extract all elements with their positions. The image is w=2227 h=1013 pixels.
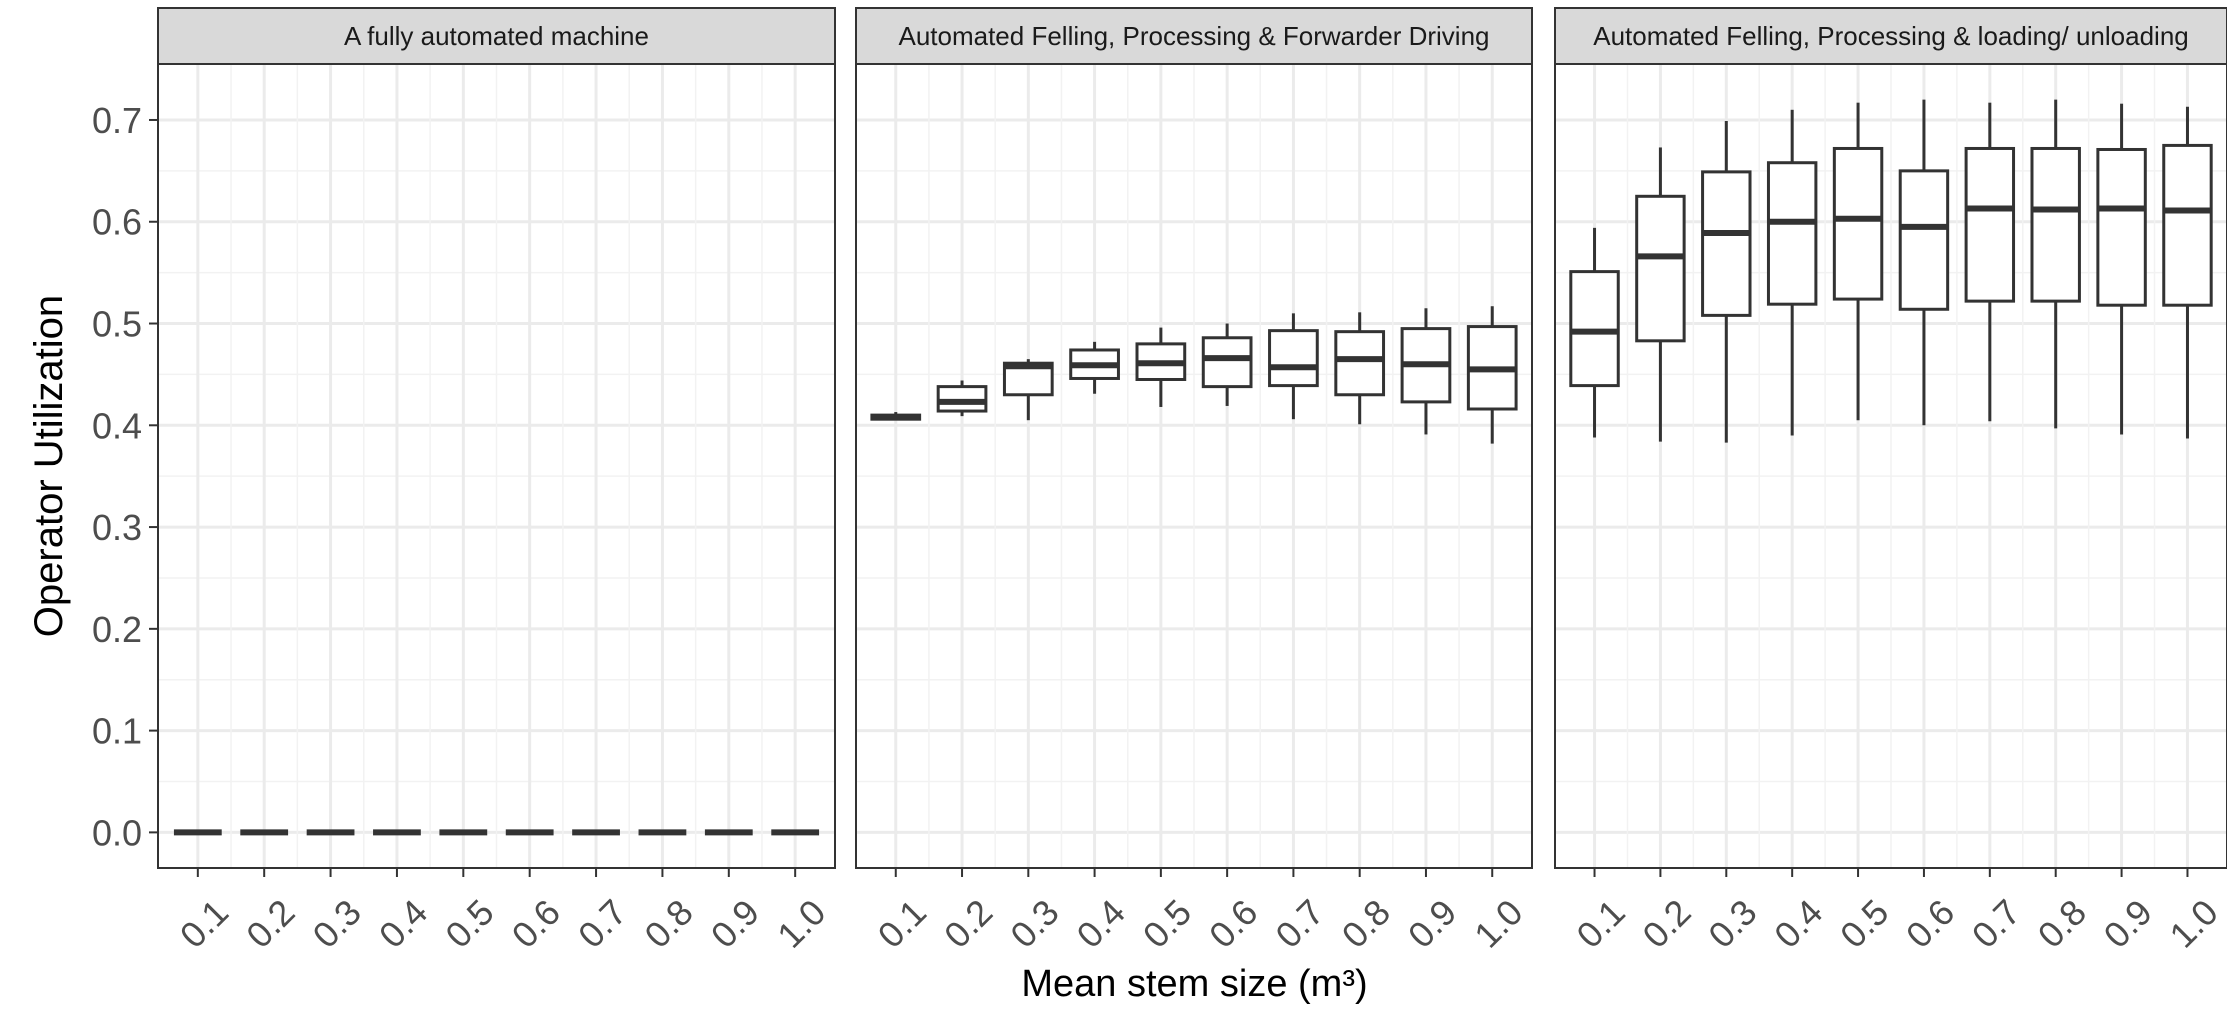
x-tick-label: 0.9 [703, 891, 767, 955]
box-iqr [1766, 161, 1818, 306]
facet-strip [157, 7, 836, 65]
box-0.2 [936, 380, 988, 417]
x-tick-label: 0.3 [1002, 891, 1066, 955]
x-tick-label: 0.3 [1700, 891, 1764, 955]
x-tick-label: 1.0 [769, 891, 833, 955]
y-tick-label: 0.1 [92, 711, 142, 752]
x-tick-label: 0.2 [1634, 891, 1698, 955]
facet-panel-3: Automated Felling, Processing & loading/… [1554, 7, 2227, 956]
box-0.7 [1268, 313, 1319, 420]
x-tick-label: 0.4 [1766, 891, 1830, 955]
facet-strip-title: A fully automated machine [344, 21, 649, 51]
box-iqr [1898, 169, 1950, 311]
x-tick-label: 0.8 [2030, 891, 2094, 955]
box-0.3 [1701, 120, 1752, 443]
facet-strip-title: Automated Felling, Processing & Forwarde… [898, 21, 1489, 51]
x-tick-label: 0.6 [1898, 891, 1962, 955]
box-0.4 [1069, 341, 1120, 394]
box-0.4 [1766, 109, 1818, 436]
box-0.6 [1201, 323, 1253, 406]
facet-panel-2: Automated Felling, Processing & Forwarde… [855, 7, 1533, 956]
x-tick-label: 0.7 [1267, 891, 1331, 955]
box-iqr [2096, 147, 2147, 307]
x-tick-label: 0.9 [2096, 891, 2160, 955]
x-tick-label: 0.2 [238, 891, 302, 955]
box-0.7 [1964, 102, 2016, 422]
x-tick-label: 0.3 [305, 891, 369, 955]
x-tick-label: 0.1 [870, 891, 934, 955]
x-tick-label: 0.9 [1400, 891, 1464, 955]
x-tick-label: 0.1 [1568, 891, 1632, 955]
x-tick-label: 1.0 [1466, 891, 1530, 955]
facet-strip [855, 7, 1533, 65]
x-tick-label: 0.5 [1135, 891, 1199, 955]
y-tick-label: 0.4 [92, 405, 142, 446]
x-tick-label: 0.8 [1334, 891, 1398, 955]
box-iqr [1569, 270, 1620, 388]
x-tick-label: 0.7 [570, 891, 634, 955]
box-iqr [1268, 329, 1319, 388]
x-tick-label: 0.5 [1832, 891, 1896, 955]
box-iqr [936, 385, 988, 413]
box-iqr [1201, 336, 1253, 389]
x-tick-label: 0.2 [936, 891, 1000, 955]
y-tick-label: 0.3 [92, 507, 142, 548]
box-1.0 [2162, 106, 2213, 439]
x-tick-label: 0.6 [1201, 891, 1265, 955]
facet-strip [1554, 7, 2227, 65]
y-tick-label: 0.5 [92, 304, 142, 345]
box-0.3 [1002, 359, 1054, 421]
x-tick-label: 0.1 [172, 891, 236, 955]
box-iqr [2030, 146, 2081, 303]
box-0.2 [1635, 147, 1686, 442]
box-0.6 [1898, 99, 1950, 426]
x-tick-label: 0.4 [1069, 891, 1133, 955]
facet-strip-title: Automated Felling, Processing & loading/… [1593, 21, 2189, 51]
facet-panel-1: A fully automated machine 0.1 0.2 0.3 0.4 0.5… [157, 7, 836, 956]
box-0.5 [1832, 102, 1884, 421]
box-iqr [1701, 170, 1752, 317]
box-iqr [1964, 146, 2016, 303]
box-0.8 [2030, 99, 2081, 429]
y-tick-label: 0.7 [92, 100, 142, 141]
y-tick-label: 0.6 [92, 202, 142, 243]
box-iqr [1334, 330, 1386, 397]
x-tick-label: 1.0 [2161, 891, 2225, 955]
box-0.8 [1334, 312, 1386, 425]
box-0.9 [1400, 308, 1452, 435]
box-iqr [2162, 143, 2213, 307]
x-tick-label: 0.8 [636, 891, 700, 955]
box-0.5 [1135, 327, 1187, 407]
y-tick-label: 0.0 [92, 812, 142, 853]
x-tick-label: 0.6 [504, 891, 568, 955]
x-axis-title: Mean stem size (m³) [1021, 963, 1367, 1005]
box-iqr [1635, 194, 1686, 343]
box-1.0 [1466, 306, 1518, 444]
x-tick-label: 0.5 [437, 891, 501, 955]
box-0.1 [870, 412, 922, 421]
x-tick-label: 0.4 [371, 891, 435, 955]
y-axis-title: Operator Utilization [27, 295, 71, 637]
y-tick-label: 0.2 [92, 609, 142, 650]
box-0.1 [1569, 227, 1620, 438]
x-tick-label: 0.7 [1964, 891, 2028, 955]
box-0.9 [2096, 103, 2147, 435]
box-iqr [1832, 146, 1884, 301]
